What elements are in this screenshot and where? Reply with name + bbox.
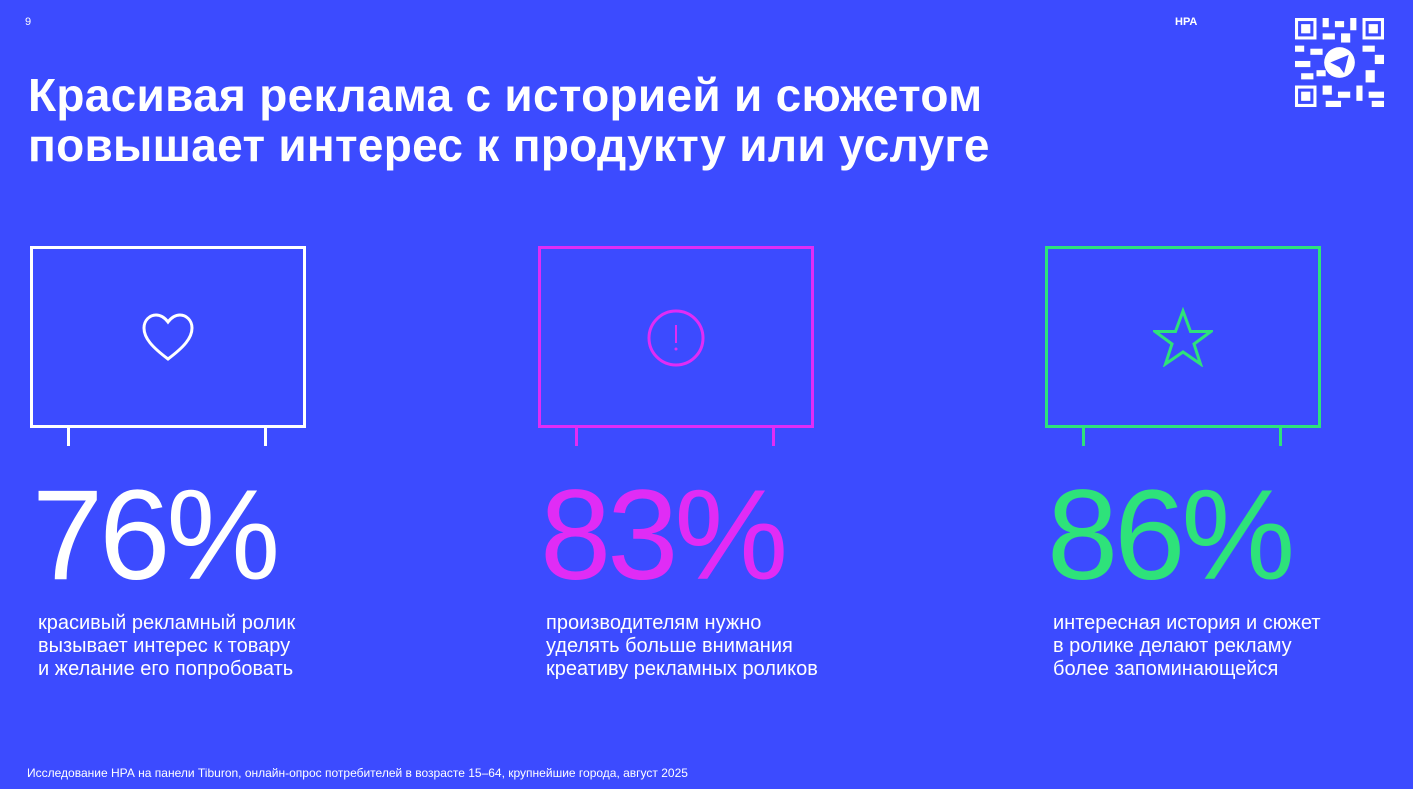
tv-monitor [30,246,306,446]
footnote: Исследование НРА на панели Tiburon, онла… [27,766,688,780]
qr-code-icon[interactable] [1295,18,1384,107]
stat-value: 86% [1047,464,1295,607]
brand-label: НРА [1175,16,1198,28]
page-title: Красивая реклама с историей и сюжетом пов… [28,69,990,171]
tv-monitor [538,246,814,446]
stat-description: интересная история и сюжет в ролике делаю… [1053,612,1321,680]
stat-card-creative: 83% производителям нужно уделять больше в… [538,246,898,681]
stat-card-memorable: 86% интересная история и сюжет в ролике д… [1045,246,1405,681]
stat-card-interest: 76% красивый рекламный ролик вызывает инт… [30,246,390,681]
heart-icon [142,313,194,361]
stat-description: производителям нужно уделять больше внима… [546,612,818,680]
stat-description: красивый рекламный ролик вызывает интерес… [38,612,296,680]
exclamation-circle-icon [647,309,705,367]
tv-monitor [1045,246,1321,446]
stat-value: 83% [540,464,788,607]
page-number: 9 [25,16,32,28]
star-icon [1153,307,1213,367]
stat-value: 76% [32,464,280,607]
